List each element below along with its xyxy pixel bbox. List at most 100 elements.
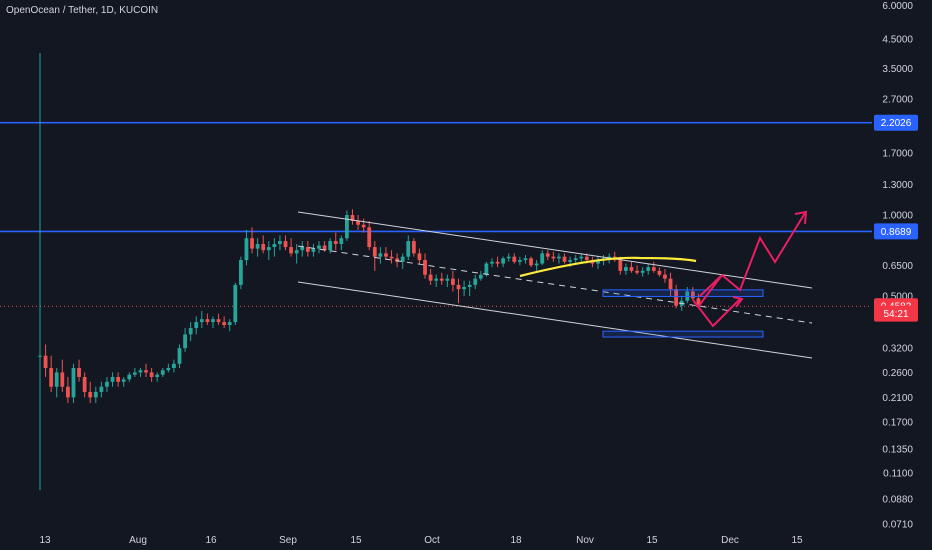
candle[interactable] bbox=[121, 377, 126, 387]
candle[interactable] bbox=[166, 363, 171, 373]
candle[interactable] bbox=[244, 229, 249, 266]
candle[interactable] bbox=[278, 235, 282, 251]
candle[interactable] bbox=[211, 316, 215, 329]
candle[interactable] bbox=[534, 260, 539, 271]
candle[interactable] bbox=[451, 270, 455, 292]
candle[interactable] bbox=[255, 238, 260, 257]
candle[interactable] bbox=[462, 280, 466, 296]
candle[interactable] bbox=[93, 386, 98, 404]
candle[interactable] bbox=[445, 274, 450, 288]
candle[interactable] bbox=[177, 344, 182, 369]
candle[interactable] bbox=[540, 250, 545, 266]
candle[interactable] bbox=[300, 241, 305, 257]
candle[interactable] bbox=[551, 251, 556, 262]
candle[interactable] bbox=[266, 241, 271, 261]
candle[interactable] bbox=[222, 316, 227, 329]
candle[interactable] bbox=[434, 274, 439, 288]
candle[interactable] bbox=[155, 372, 160, 382]
candle[interactable] bbox=[635, 265, 639, 275]
candle[interactable] bbox=[333, 232, 338, 251]
channel-midline[interactable] bbox=[297, 245, 813, 324]
candle[interactable] bbox=[54, 368, 59, 398]
candle[interactable] bbox=[439, 272, 444, 285]
candle[interactable] bbox=[99, 381, 104, 398]
candle[interactable] bbox=[110, 372, 115, 387]
candle[interactable] bbox=[238, 256, 243, 290]
candle[interactable] bbox=[668, 272, 673, 296]
candle[interactable] bbox=[205, 313, 210, 326]
candle[interactable] bbox=[389, 250, 394, 264]
candle[interactable] bbox=[490, 258, 494, 268]
candle[interactable] bbox=[512, 253, 517, 264]
candle[interactable] bbox=[88, 381, 93, 404]
candle[interactable] bbox=[579, 253, 584, 262]
candle[interactable] bbox=[116, 372, 121, 387]
candle[interactable] bbox=[657, 267, 662, 277]
candle[interactable] bbox=[188, 322, 193, 342]
resistance-curve[interactable] bbox=[519, 256, 697, 278]
candle[interactable] bbox=[361, 218, 366, 233]
candle[interactable] bbox=[138, 368, 143, 377]
candle[interactable] bbox=[227, 319, 232, 332]
candle[interactable] bbox=[529, 256, 533, 268]
candle[interactable] bbox=[367, 220, 372, 251]
candle[interactable] bbox=[523, 255, 528, 264]
candle[interactable] bbox=[261, 235, 266, 254]
candle[interactable] bbox=[411, 238, 416, 257]
channel-lower-line[interactable] bbox=[297, 281, 813, 359]
candle[interactable] bbox=[183, 328, 187, 352]
candle[interactable] bbox=[473, 274, 478, 290]
candle[interactable] bbox=[517, 256, 522, 266]
candle[interactable] bbox=[38, 53, 42, 491]
candle[interactable] bbox=[82, 372, 87, 398]
candle[interactable] bbox=[339, 235, 344, 251]
candle[interactable] bbox=[651, 261, 656, 273]
candle[interactable] bbox=[562, 253, 567, 264]
candle[interactable] bbox=[216, 313, 221, 326]
candle[interactable] bbox=[395, 253, 400, 268]
candle[interactable] bbox=[557, 253, 561, 264]
candle[interactable] bbox=[199, 310, 204, 329]
projection-path-main[interactable] bbox=[721, 212, 806, 292]
candle[interactable] bbox=[640, 267, 645, 277]
candle[interactable] bbox=[194, 316, 199, 335]
candle[interactable] bbox=[406, 235, 411, 261]
candle[interactable] bbox=[501, 256, 506, 268]
candle[interactable] bbox=[663, 268, 667, 283]
candle[interactable] bbox=[283, 235, 288, 251]
candle[interactable] bbox=[144, 363, 148, 377]
candle[interactable] bbox=[66, 377, 70, 404]
candle[interactable] bbox=[506, 253, 511, 262]
candle[interactable] bbox=[305, 241, 310, 257]
demand-zone[interactable] bbox=[602, 289, 764, 297]
candle[interactable] bbox=[596, 256, 600, 269]
candle[interactable] bbox=[356, 215, 360, 230]
candle[interactable] bbox=[328, 238, 333, 254]
candle[interactable] bbox=[127, 372, 132, 382]
candle[interactable] bbox=[60, 359, 65, 392]
candle[interactable] bbox=[629, 261, 634, 273]
candle[interactable] bbox=[289, 238, 293, 257]
candle[interactable] bbox=[250, 227, 254, 254]
projection-path-down[interactable] bbox=[692, 297, 742, 328]
demand-zone[interactable] bbox=[602, 330, 764, 338]
candle[interactable] bbox=[132, 368, 137, 377]
candle[interactable] bbox=[690, 287, 695, 301]
candle[interactable] bbox=[428, 268, 433, 285]
candle[interactable] bbox=[43, 344, 48, 377]
candle[interactable] bbox=[77, 359, 81, 382]
candle[interactable] bbox=[345, 210, 349, 242]
candle[interactable] bbox=[311, 244, 316, 257]
candle[interactable] bbox=[400, 253, 405, 269]
candle[interactable] bbox=[573, 255, 578, 264]
candle[interactable] bbox=[105, 377, 109, 392]
candle[interactable] bbox=[160, 368, 165, 377]
candle[interactable] bbox=[478, 270, 483, 281]
candle[interactable] bbox=[294, 244, 299, 264]
candle[interactable] bbox=[71, 363, 76, 404]
candle[interactable] bbox=[624, 263, 628, 275]
candle[interactable] bbox=[378, 247, 383, 264]
candle[interactable] bbox=[545, 250, 550, 261]
candle[interactable] bbox=[495, 256, 500, 268]
